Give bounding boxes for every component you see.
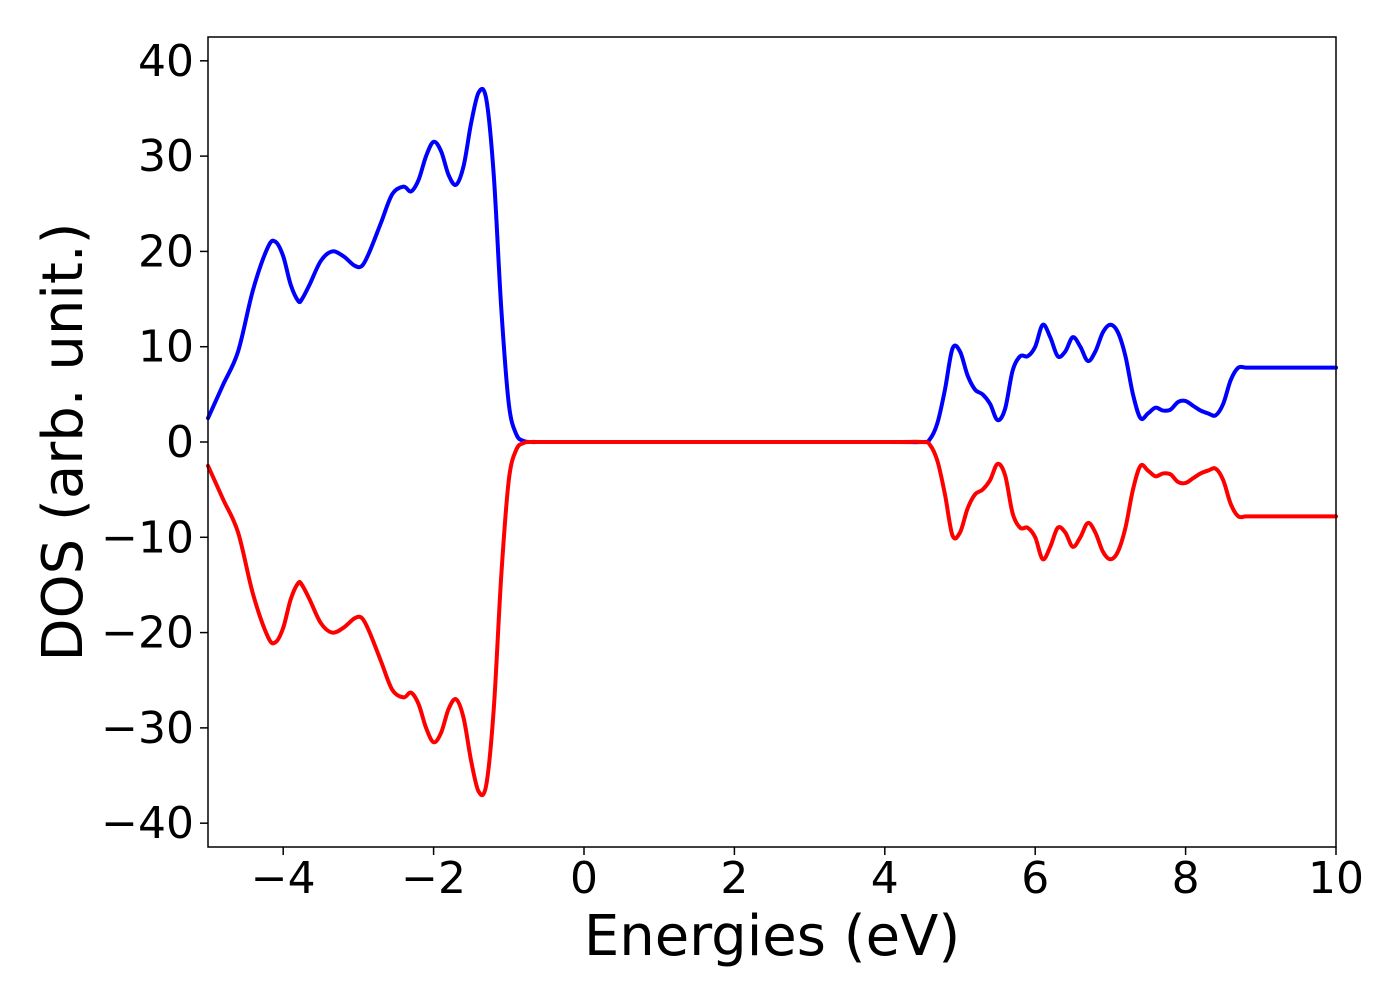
y-tick-label: 10 bbox=[138, 322, 194, 373]
y-tick-label: −10 bbox=[101, 512, 194, 563]
y-tick-label: 40 bbox=[138, 36, 194, 87]
x-tick-label: 10 bbox=[1308, 853, 1364, 904]
x-tick-label: 6 bbox=[1021, 853, 1049, 904]
x-tick-label: −4 bbox=[251, 853, 316, 904]
x-tick-label: −2 bbox=[401, 853, 466, 904]
y-tick-label: −30 bbox=[101, 703, 194, 754]
y-axis-ticks: 40 30 20 10 0 −10 −20 −30 −40 bbox=[101, 36, 208, 849]
x-tick-label: 4 bbox=[871, 853, 899, 904]
series-layer bbox=[206, 86, 1338, 798]
y-tick-label: 0 bbox=[166, 417, 194, 468]
x-axis-ticks: −4 −2 0 2 4 6 8 10 bbox=[251, 847, 1364, 904]
y-tick-label: 20 bbox=[138, 226, 194, 277]
y-axis-label: DOS (arb. unit.) bbox=[31, 222, 96, 661]
x-tick-label: 8 bbox=[1172, 853, 1200, 904]
series-line-1 bbox=[206, 439, 1338, 798]
y-tick-label: −20 bbox=[101, 608, 194, 659]
y-tick-label: 30 bbox=[138, 131, 194, 182]
x-tick-label: 2 bbox=[720, 853, 748, 904]
x-axis-label: Energies (eV) bbox=[584, 904, 960, 969]
y-tick-label: −40 bbox=[101, 798, 194, 849]
series-line-0 bbox=[206, 86, 1338, 445]
x-tick-label: 0 bbox=[570, 853, 598, 904]
